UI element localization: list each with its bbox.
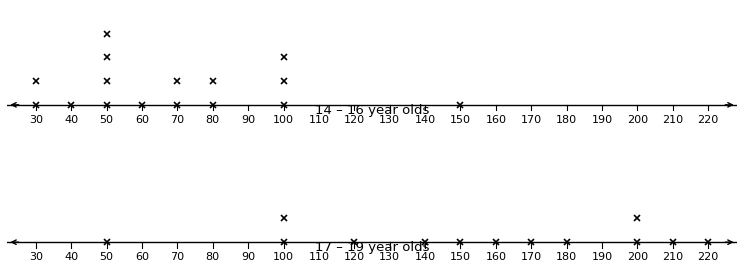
Text: 70: 70 [170,252,185,262]
Text: 130: 130 [379,114,400,125]
Text: 90: 90 [241,114,255,125]
Text: 100: 100 [273,114,294,125]
Text: 130: 130 [379,252,400,262]
Text: 80: 80 [205,252,219,262]
Text: 210: 210 [662,252,684,262]
Text: 160: 160 [485,252,507,262]
Text: 30: 30 [29,114,42,125]
Text: 160: 160 [485,114,507,125]
Text: 140: 140 [414,252,436,262]
Text: 120: 120 [344,252,365,262]
Text: 40: 40 [64,252,78,262]
Text: 140: 140 [414,114,436,125]
Text: 110: 110 [309,252,330,262]
Text: 100: 100 [273,252,294,262]
Text: 150: 150 [450,252,471,262]
Text: 200: 200 [627,114,648,125]
Text: 220: 220 [698,114,719,125]
Text: 40: 40 [64,114,78,125]
Text: 220: 220 [698,252,719,262]
Text: 120: 120 [344,114,365,125]
Text: 17 – 19 year olds: 17 – 19 year olds [315,241,429,254]
Text: 60: 60 [135,252,149,262]
Text: 170: 170 [521,114,542,125]
Text: 180: 180 [556,252,577,262]
Text: 30: 30 [29,252,42,262]
Text: 200: 200 [627,252,648,262]
Text: 190: 190 [591,114,612,125]
Text: 80: 80 [205,114,219,125]
Text: 14 – 16 year olds: 14 – 16 year olds [315,104,429,117]
Text: 70: 70 [170,114,185,125]
Text: 60: 60 [135,114,149,125]
Text: 90: 90 [241,252,255,262]
Text: 190: 190 [591,252,612,262]
Text: 110: 110 [309,114,330,125]
Text: 50: 50 [100,252,114,262]
Text: 150: 150 [450,114,471,125]
Text: 210: 210 [662,114,684,125]
Text: 180: 180 [556,114,577,125]
Text: 50: 50 [100,114,114,125]
Text: 170: 170 [521,252,542,262]
